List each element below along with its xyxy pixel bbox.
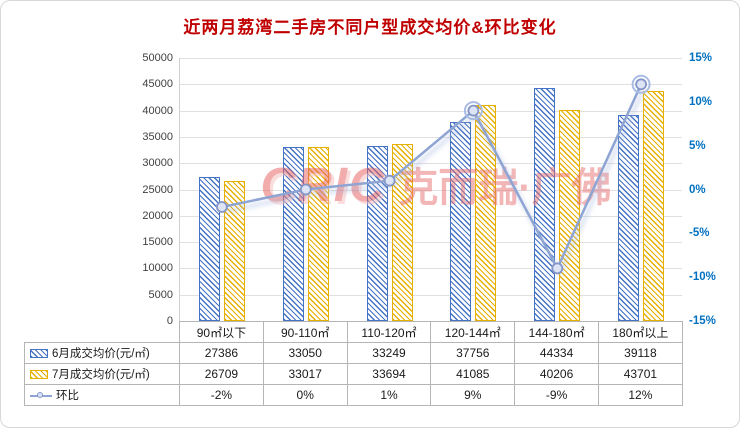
legend-bar-swatch-0 bbox=[30, 349, 48, 359]
mom-marker-2 bbox=[383, 174, 396, 187]
mom-line-shadow bbox=[223, 87, 646, 278]
mom-marker-ring-5 bbox=[631, 74, 651, 94]
bar-series0-cat4 bbox=[534, 87, 556, 321]
gridline bbox=[180, 215, 682, 217]
category-header-0: 90㎡以下 bbox=[179, 321, 264, 343]
legend-line-dot-icon bbox=[37, 391, 43, 398]
table-value-s1-c4: 40206 bbox=[514, 363, 599, 385]
series-name: 7月成交均价(元/㎡) bbox=[52, 369, 150, 381]
table-value-s2-c1: 0% bbox=[262, 384, 348, 406]
bar-series0-cat3 bbox=[450, 122, 472, 321]
left-axis-tick: 35000 bbox=[142, 130, 173, 143]
gridline bbox=[180, 189, 682, 191]
mom-marker-1 bbox=[299, 183, 312, 196]
mom-marker-5 bbox=[635, 78, 648, 91]
left-axis-tick: 25000 bbox=[142, 183, 173, 196]
left-axis-tick: 0 bbox=[166, 315, 173, 327]
mom-marker-3 bbox=[467, 104, 480, 117]
gridline bbox=[180, 294, 682, 296]
bar-series1-cat3 bbox=[475, 104, 497, 321]
left-axis-tick: 45000 bbox=[142, 78, 173, 91]
mom-marker-4 bbox=[551, 262, 564, 275]
series-label-cell-2: 环比 bbox=[24, 384, 180, 406]
table-value-s1-c5: 43701 bbox=[597, 363, 683, 385]
mom-line bbox=[221, 83, 643, 270]
right-axis-tick: -10% bbox=[689, 271, 716, 284]
left-axis-tick: 20000 bbox=[142, 209, 173, 222]
table-value-s0-c5: 39118 bbox=[597, 342, 683, 364]
table-value-s1-c2: 33694 bbox=[346, 363, 432, 385]
bar-series1-cat0 bbox=[223, 180, 245, 321]
right-axis-tick: -5% bbox=[689, 227, 710, 240]
bar-series0-cat5 bbox=[618, 115, 640, 321]
right-axis-tick: 5% bbox=[689, 139, 706, 152]
line-series-layer bbox=[216, 74, 651, 278]
series-name: 6月成交均价(元/㎡) bbox=[52, 348, 150, 360]
left-axis-tick: 15000 bbox=[142, 236, 173, 249]
watermark-logo: CRIC bbox=[260, 159, 386, 212]
table-value-s2-c4: -9% bbox=[514, 384, 599, 406]
category-header-1: 90-110㎡ bbox=[262, 321, 348, 343]
left-axis-tick: 5000 bbox=[148, 288, 173, 301]
table-header-row: 90㎡以下 90-110㎡ 110-120㎡ 120-144㎡ 144-180㎡ 180㎡… bbox=[25, 321, 683, 343]
mom-marker-0 bbox=[216, 201, 228, 213]
legend-line-marker-icon bbox=[30, 391, 52, 401]
series-label-cell-1: 7月成交均价(元/㎡) bbox=[24, 363, 180, 385]
gridline bbox=[180, 242, 682, 244]
bar-series1-cat2 bbox=[391, 143, 413, 321]
table-value-s0-c1: 33050 bbox=[262, 342, 348, 364]
gridline bbox=[180, 58, 682, 59]
right-axis-tick: 10% bbox=[689, 95, 713, 108]
right-axis-tick: 0% bbox=[689, 183, 706, 196]
left-axis-tick: 50000 bbox=[142, 52, 173, 64]
bar-series1-cat4 bbox=[559, 109, 581, 321]
bar-series1-cat5 bbox=[643, 91, 665, 321]
table-row-series-2: 环比 -2% 0% 1% 9% -9% 12% bbox=[24, 384, 683, 406]
category-header-3: 120-144㎡ bbox=[430, 321, 516, 343]
plot-area bbox=[179, 58, 682, 322]
bar-series0-cat0 bbox=[198, 176, 220, 321]
gridline bbox=[180, 84, 682, 86]
data-table: 90㎡以下 90-110㎡ 110-120㎡ 120-144㎡ 144-180㎡ 180㎡… bbox=[24, 321, 683, 406]
left-axis-tick: 10000 bbox=[142, 262, 173, 275]
table-value-s2-c0: -2% bbox=[179, 384, 264, 406]
table-row-series-1: 7月成交均价(元/㎡) 26709 33017 33694 41085 40206 4370… bbox=[24, 363, 683, 385]
series-name: 环比 bbox=[56, 390, 79, 402]
category-header-5: 180㎡以上 bbox=[597, 321, 683, 343]
gridline bbox=[180, 136, 682, 138]
gridline bbox=[180, 268, 682, 270]
table-value-s2-c2: 1% bbox=[346, 384, 432, 406]
left-axis-tick: 40000 bbox=[142, 104, 173, 117]
table-value-s0-c4: 44334 bbox=[514, 342, 599, 364]
table-value-s2-c5: 12% bbox=[597, 384, 683, 406]
series-label-cell-0: 6月成交均价(元/㎡) bbox=[24, 342, 180, 364]
table-value-s0-c2: 33249 bbox=[346, 342, 432, 364]
category-header-4: 144-180㎡ bbox=[514, 321, 599, 343]
table-value-s1-c1: 33017 bbox=[262, 363, 348, 385]
category-header-2: 110-120㎡ bbox=[346, 321, 432, 343]
table-row-series-0: 6月成交均价(元/㎡) 27386 33050 33249 37756 44334 3911… bbox=[24, 342, 683, 364]
mom-marker-ring-3 bbox=[463, 101, 483, 121]
table-value-s2-c3: 9% bbox=[430, 384, 516, 406]
table-value-s1-c3: 41085 bbox=[430, 363, 516, 385]
legend-bar-swatch-1 bbox=[30, 370, 48, 380]
table-value-s1-c0: 26709 bbox=[179, 363, 264, 385]
bar-series0-cat2 bbox=[366, 146, 388, 321]
right-axis-tick: -15% bbox=[689, 315, 716, 327]
right-axis-tick: 15% bbox=[689, 52, 713, 64]
gridline bbox=[180, 110, 682, 112]
table-corner-blank bbox=[25, 322, 180, 343]
table-value-s0-c3: 37756 bbox=[430, 342, 516, 364]
gridline bbox=[180, 163, 682, 165]
left-axis-tick: 30000 bbox=[142, 157, 173, 170]
table-value-s0-c0: 27386 bbox=[179, 342, 264, 364]
chart-title: 近两月荔湾二手房不同户型成交均价&环比变化 bbox=[183, 18, 557, 37]
